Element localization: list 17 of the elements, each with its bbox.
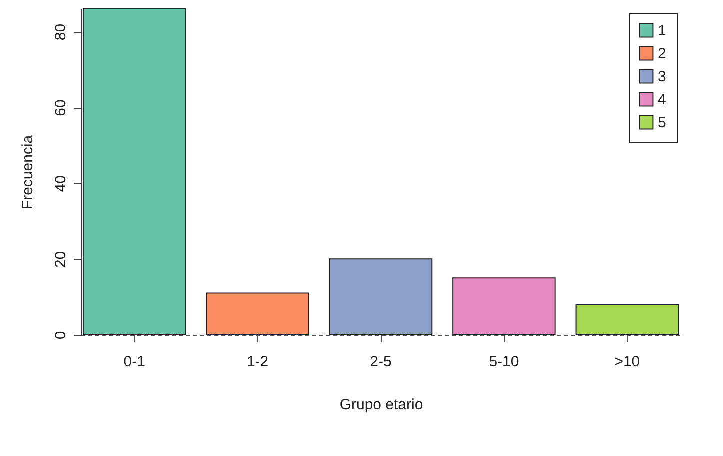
x-tick-label: 2-5 bbox=[370, 354, 392, 370]
y-axis-title: Frecuencia bbox=[20, 134, 36, 210]
y-tick-label: 80 bbox=[52, 24, 70, 41]
legend-label: 5 bbox=[658, 114, 666, 132]
y-tick-label: 60 bbox=[52, 100, 70, 116]
x-axis-title: Grupo etario bbox=[340, 396, 424, 414]
y-tick-label: 40 bbox=[52, 176, 70, 192]
y-tick-label: 20 bbox=[52, 251, 70, 268]
x-tick-label: 0-1 bbox=[124, 354, 146, 370]
legend-label: 2 bbox=[658, 46, 666, 62]
legend-label: 1 bbox=[658, 22, 666, 40]
x-tick-label: >10 bbox=[614, 354, 640, 370]
legend-label: 4 bbox=[658, 92, 666, 108]
x-tick-label: 5-10 bbox=[489, 354, 520, 370]
y-tick-label: 0 bbox=[52, 331, 70, 340]
legend-label: 3 bbox=[658, 68, 666, 86]
x-tick-label: 1-2 bbox=[246, 354, 269, 370]
